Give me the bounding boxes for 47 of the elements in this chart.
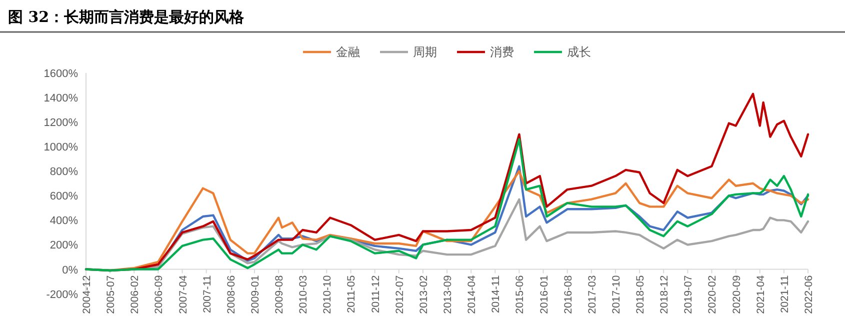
chart-title: 图 32：长期而言消费是最好的风格	[8, 8, 246, 26]
x-tick-label: 2004-12	[81, 275, 93, 314]
x-tick-label: 2009-08	[274, 275, 286, 314]
y-tick-label: 200%	[50, 240, 78, 252]
x-tick-label: 2013-09	[442, 275, 454, 314]
y-tick-label: -200%	[46, 288, 78, 301]
x-tick-label: 2010-10	[322, 275, 334, 314]
legend-label: 消费	[490, 45, 514, 59]
x-tick-label: 2020-02	[706, 275, 719, 314]
y-tick-label: 1200%	[44, 117, 78, 130]
x-tick-label: 2011-12	[370, 275, 382, 314]
legend-label: 周期	[413, 45, 437, 59]
y-tick-label: 0%	[62, 264, 78, 276]
y-tick-label: 1000%	[44, 142, 78, 154]
x-tick-label: 2017-10	[610, 275, 622, 314]
y-tick-label: 800%	[50, 166, 78, 178]
x-tick-label: 2008-06	[225, 275, 238, 314]
x-tick-label: 2012-07	[394, 275, 406, 314]
x-tick-label: 2016-01	[538, 275, 550, 314]
x-tick-label: 2013-02	[418, 275, 430, 314]
x-tick-label: 2007-11	[201, 275, 214, 314]
x-tick-label: 2018-05	[634, 275, 647, 314]
x-tick-label: 2022-06	[803, 275, 815, 314]
x-tick-label: 2014-04	[466, 275, 478, 314]
x-tick-label: 2011-05	[346, 275, 358, 314]
legend-label: 金融	[336, 45, 360, 59]
legend-label: 成长	[567, 45, 591, 59]
x-tick-label: 2014-11	[490, 275, 502, 314]
x-tick-label: 2016-08	[562, 275, 574, 314]
x-tick-label: 2010-03	[298, 275, 310, 314]
x-tick-label: 2005-07	[105, 275, 118, 314]
x-tick-label: 2007-04	[177, 275, 190, 314]
x-tick-label: 2015-06	[514, 275, 526, 314]
y-tick-label: 1600%	[44, 68, 78, 80]
x-tick-label: 2017-03	[586, 275, 598, 314]
x-tick-label: 2020-09	[730, 275, 743, 314]
y-tick-label: 1400%	[44, 92, 78, 105]
x-tick-label: 2006-02	[129, 275, 142, 314]
x-tick-label: 2006-09	[153, 275, 166, 314]
x-tick-label: 2009-01	[249, 275, 262, 314]
y-tick-label: 600%	[50, 190, 78, 203]
x-tick-label: 2021-11	[778, 275, 791, 314]
x-tick-label: 2018-12	[658, 275, 671, 314]
x-tick-label: 2021-04	[754, 275, 767, 314]
x-tick-label: 2019-07	[682, 275, 695, 314]
line-series	[84, 138, 810, 272]
y-tick-label: 400%	[50, 215, 78, 228]
